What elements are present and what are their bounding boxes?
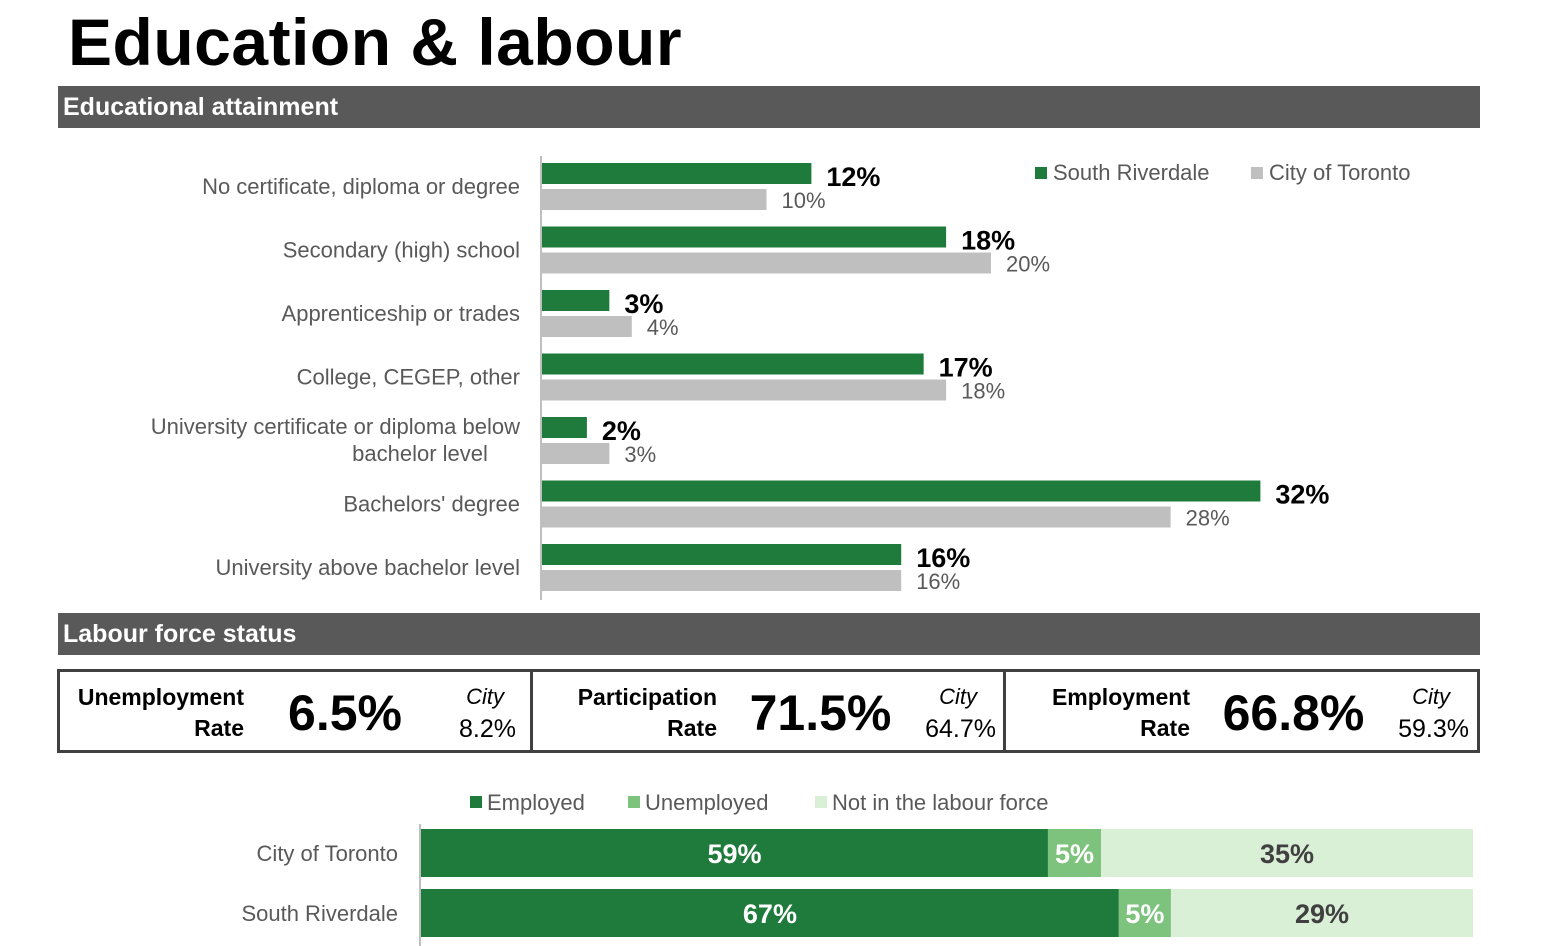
stacked-segment — [1101, 829, 1473, 877]
education-chart: No certificate, diploma or degree 12%10% S… — [151, 156, 1410, 600]
data-label-south-riverdale: 17% — [939, 353, 993, 383]
category-label-line: Secondary (high) school — [283, 238, 520, 263]
category-label-line: Apprenticeship or trades — [282, 301, 520, 326]
page-title: Education & labour — [68, 5, 683, 79]
category-label: College, CEGEP, other — [297, 365, 520, 390]
stat-box-participation: Participation Rate 71.5% City 64.7% — [530, 669, 1006, 753]
legend-label: Unemployed — [645, 790, 769, 815]
data-label-city-of-toronto: 28% — [1186, 506, 1230, 531]
bar-city-of-toronto — [542, 379, 947, 401]
bar-south-riverdale — [542, 417, 587, 438]
legend-label-south-riverdale: South Riverdale — [1053, 160, 1210, 185]
stat-city-value: 8.2% — [459, 715, 516, 743]
stat-box-employment: Employment Rate 66.8% City 59.3% — [1003, 669, 1480, 753]
legend-swatch-city-of-toronto — [1251, 167, 1263, 179]
data-label-city-of-toronto: 10% — [782, 188, 826, 213]
bar-city-of-toronto — [542, 570, 902, 591]
stat-name-line2: Rate — [194, 715, 244, 741]
bar-south-riverdale — [542, 353, 924, 375]
section-header-labour: Labour force status — [58, 613, 1480, 655]
stat-value: 71.5% — [749, 685, 892, 741]
data-label-south-riverdale: 12% — [826, 162, 880, 192]
stat-name: Unemployment Rate — [68, 682, 244, 744]
segment-label: 59% — [707, 839, 761, 869]
stat-name: Employment Rate — [1014, 682, 1190, 744]
category-label-line: University certificate or diploma below — [151, 414, 520, 439]
stacked-segment — [1118, 889, 1171, 937]
category-label: University certificate or diploma below b… — [151, 414, 520, 466]
bar-south-riverdale — [542, 480, 1261, 502]
labour-stats-row: Unemployment Rate 6.5% City 8.2% Partici… — [57, 669, 1480, 753]
data-label-city-of-toronto: 18% — [961, 379, 1005, 404]
stat-city-value: 59.3% — [1398, 715, 1469, 743]
category-label: Secondary (high) school — [283, 238, 520, 263]
stat-name-line1: Employment — [1051, 684, 1190, 710]
category-label: Bachelors' degree — [343, 492, 520, 517]
segment-label: 5% — [1055, 839, 1094, 869]
stat-value: 66.8% — [1222, 685, 1365, 741]
data-label-city-of-toronto: 3% — [624, 442, 656, 467]
stat-city-label: City — [1412, 684, 1450, 709]
bar-south-riverdale — [542, 544, 902, 565]
data-label-south-riverdale: 32% — [1275, 480, 1329, 510]
category-label-line: University above bachelor level — [216, 555, 521, 580]
segment-label: 5% — [1125, 899, 1164, 929]
segment-label: 67% — [743, 899, 797, 929]
segment-label: 29% — [1295, 899, 1349, 929]
category-label: University above bachelor level — [216, 555, 521, 580]
data-label-city-of-toronto: 4% — [647, 315, 679, 340]
legend-swatch — [815, 796, 827, 808]
bar-city-of-toronto — [542, 506, 1171, 528]
stat-name-line2: Rate — [667, 715, 717, 741]
labour-force-chart: Employed Unemployed Not in the labour forc… — [241, 790, 1473, 946]
category-label: No certificate, diploma or degree — [202, 174, 520, 199]
stat-box-unemployment: Unemployment Rate 6.5% City 8.2% — [57, 669, 533, 753]
legend-label: Not in the labour force — [832, 790, 1048, 815]
legend-label-city-of-toronto: City of Toronto — [1269, 160, 1410, 185]
category-label: City of Toronto — [257, 841, 398, 866]
stat-name: Participation Rate — [541, 682, 717, 744]
bar-south-riverdale — [542, 163, 812, 184]
data-label-south-riverdale: 3% — [624, 289, 663, 319]
category-label-line: Bachelors' degree — [343, 492, 520, 517]
stat-value: 6.5% — [288, 685, 402, 741]
data-label-city-of-toronto: 20% — [1006, 252, 1050, 277]
stat-name-line2: Rate — [1140, 715, 1190, 741]
bar-south-riverdale — [542, 290, 610, 311]
category-label-line: bachelor level — [352, 441, 488, 466]
stat-city-label: City — [939, 684, 977, 709]
bar-south-riverdale — [542, 226, 947, 248]
stacked-segment — [421, 829, 1048, 877]
stat-name-line1: Unemployment — [77, 684, 244, 710]
segment-label: 35% — [1260, 839, 1314, 869]
stat-name-line1: Participation — [577, 684, 717, 710]
bar-city-of-toronto — [542, 189, 767, 210]
stacked-segment — [1170, 889, 1473, 937]
legend-swatch-south-riverdale — [1035, 167, 1047, 179]
stat-city-value: 64.7% — [925, 715, 996, 743]
category-label: South Riverdale — [241, 901, 398, 926]
category-label: Apprenticeship or trades — [282, 301, 520, 326]
stacked-segment — [421, 889, 1119, 937]
data-label-south-riverdale: 16% — [916, 543, 970, 573]
category-label-line: College, CEGEP, other — [297, 365, 520, 390]
stat-city-label: City — [466, 684, 504, 709]
data-label-south-riverdale: 2% — [602, 416, 641, 446]
bar-city-of-toronto — [542, 252, 991, 274]
section-header-education: Educational attainment — [58, 86, 1480, 128]
category-label-line: No certificate, diploma or degree — [202, 174, 520, 199]
data-label-south-riverdale: 18% — [961, 226, 1015, 256]
data-label-city-of-toronto: 16% — [916, 569, 960, 594]
stacked-segment — [1047, 829, 1102, 877]
legend-label: Employed — [487, 790, 585, 815]
legend-swatch — [470, 796, 482, 808]
bar-city-of-toronto — [542, 316, 632, 337]
legend-swatch — [628, 796, 640, 808]
bar-city-of-toronto — [542, 443, 610, 464]
